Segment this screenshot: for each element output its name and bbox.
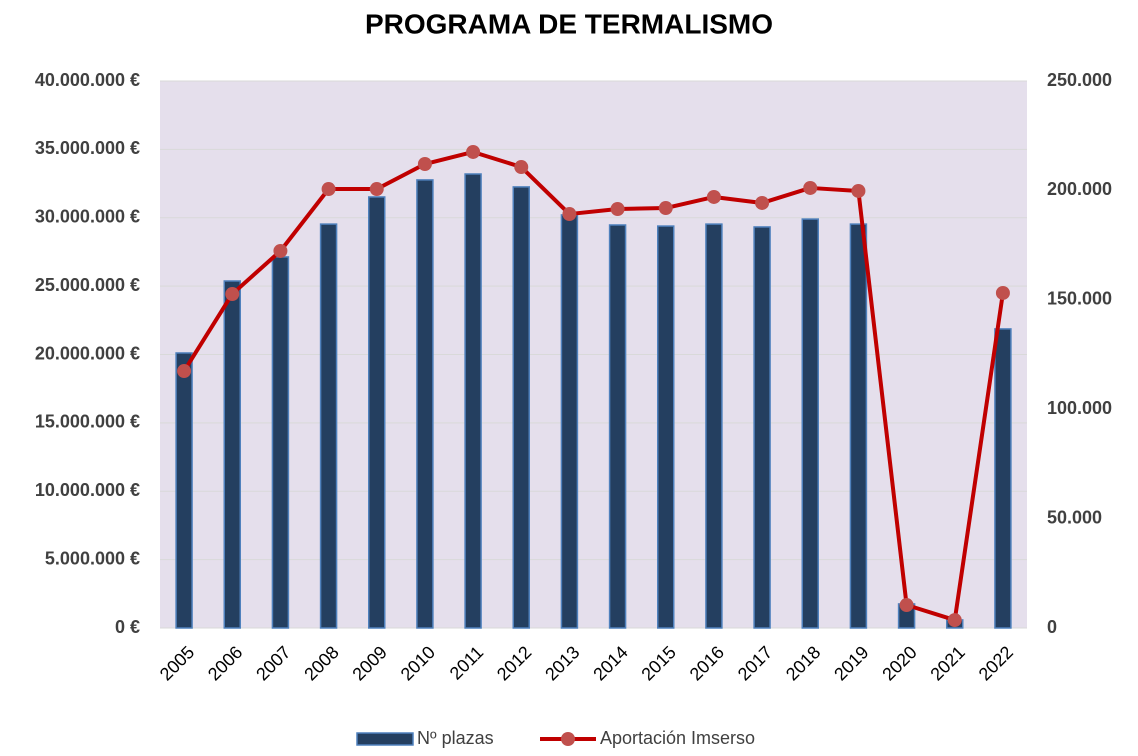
bar [175, 352, 193, 629]
marker [225, 287, 240, 302]
marker [321, 182, 336, 197]
bar [753, 226, 771, 629]
y-tick-label: 15.000.000 € [35, 412, 140, 432]
y2-tick-label: 0 [1047, 617, 1057, 637]
x-tick-label: 2012 [493, 642, 535, 684]
legend-label: Nº plazas [417, 728, 494, 748]
x-tick-label: 2016 [686, 642, 728, 684]
marker [755, 195, 770, 210]
x-tick-label: 2011 [446, 642, 488, 684]
marker [466, 144, 481, 159]
bar [416, 179, 434, 629]
marker [947, 613, 962, 628]
x-tick-label: 2010 [397, 642, 439, 684]
y-tick-label: 40.000.000 € [35, 70, 140, 90]
x-tick-label: 2020 [878, 642, 920, 684]
legend-marker [561, 732, 575, 746]
bar [994, 328, 1012, 629]
bar [849, 223, 868, 629]
x-tick-label: 2014 [589, 642, 631, 684]
x-tick-label: 2007 [252, 642, 294, 684]
bar [223, 280, 241, 629]
y2-tick-label: 50.000 [1047, 507, 1102, 527]
x-tick-label: 2022 [975, 642, 1017, 684]
bar [801, 218, 819, 629]
marker [369, 182, 384, 197]
y-tick-label: 10.000.000 € [35, 480, 140, 500]
bar [608, 224, 627, 629]
legend-swatch [356, 732, 414, 746]
bar [319, 223, 338, 629]
marker [658, 201, 673, 216]
x-tick-label: 2009 [348, 642, 390, 684]
bar [657, 225, 675, 629]
y2-tick-label: 150.000 [1047, 289, 1112, 309]
bar [512, 186, 530, 629]
legend-label: Aportación Imserso [600, 728, 755, 748]
x-tick-label: 2013 [541, 642, 583, 684]
y-tick-label: 5.000.000 € [45, 548, 140, 568]
marker [851, 183, 866, 198]
marker [417, 157, 432, 172]
y2-tick-label: 200.000 [1047, 179, 1112, 199]
x-tick-label: 2015 [637, 642, 679, 684]
y-tick-label: 35.000.000 € [35, 138, 140, 158]
x-tick-label: 2008 [300, 642, 342, 684]
x-tick-label: 2005 [156, 642, 198, 684]
chart-title: PROGRAMA DE TERMALISMO [365, 8, 773, 39]
marker [562, 207, 577, 222]
bar [560, 214, 579, 629]
y-tick-label: 20.000.000 € [35, 343, 140, 363]
marker [514, 160, 529, 175]
x-tick-label: 2021 [926, 642, 968, 684]
line [182, 149, 1005, 623]
bar [464, 173, 482, 629]
marker [899, 598, 914, 613]
bar [271, 256, 290, 629]
x-tick-label: 2019 [830, 642, 872, 684]
x-tick-label: 2006 [204, 642, 246, 684]
y-tick-label: 30.000.000 € [35, 207, 140, 227]
marker [610, 201, 625, 216]
marker [803, 180, 818, 195]
marker [177, 364, 192, 379]
marker [273, 243, 288, 258]
bar [368, 196, 386, 629]
y2-tick-label: 100.000 [1047, 398, 1112, 418]
x-tick-label: 2017 [734, 642, 776, 684]
marker [995, 285, 1010, 300]
y-tick-label: 0 € [115, 617, 140, 637]
y-tick-label: 25.000.000 € [35, 275, 140, 295]
marker [706, 189, 721, 204]
bar [705, 223, 723, 629]
x-tick-label: 2018 [782, 642, 824, 684]
y2-tick-label: 250.000 [1047, 70, 1112, 90]
